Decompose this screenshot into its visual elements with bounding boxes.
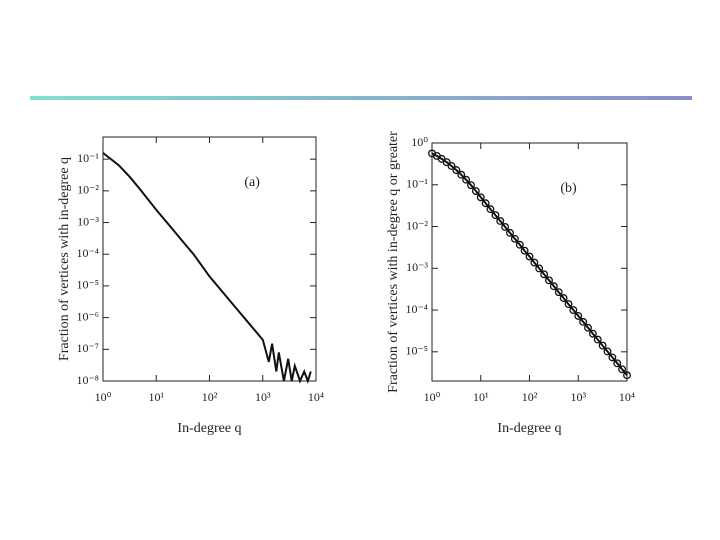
data-point: [608, 353, 617, 362]
x-tick-label: 10⁴: [619, 390, 635, 404]
data-point: [467, 181, 475, 190]
y-tick-label: 10⁻³: [77, 214, 99, 228]
data-point: [588, 329, 597, 338]
x-tick-label: 10¹: [148, 390, 164, 404]
x-tick-label: 10⁴: [308, 390, 324, 404]
data-point: [618, 365, 627, 374]
plot-frame: [102, 136, 317, 382]
x-tick-label: 10⁰: [95, 390, 112, 404]
data-point: [554, 288, 563, 297]
data-line: [431, 152, 628, 376]
y-tick-label: 10⁻⁸: [76, 373, 99, 387]
y-tick-label: 10⁻¹: [406, 177, 428, 191]
x-tick-label: 10²: [202, 390, 218, 404]
data-point: [452, 166, 461, 175]
y-axis-label: Fraction of vertices with in-degree q or…: [386, 131, 401, 393]
data-point: [623, 371, 631, 380]
y-tick-label: 10⁻⁴: [76, 246, 99, 260]
y-tick-label: 10⁻¹: [77, 151, 99, 165]
y-tick-label: 10⁻⁵: [76, 278, 99, 292]
data-point: [579, 317, 588, 326]
data-point: [545, 276, 553, 285]
x-tick-label: 10³: [570, 390, 586, 404]
data-point: [510, 234, 519, 243]
x-axis-label: In-degree q: [497, 421, 561, 436]
y-tick-label: 10⁻⁴: [405, 302, 428, 316]
data-line: [102, 152, 312, 385]
data-point: [442, 158, 451, 167]
data-point: [457, 170, 466, 179]
data-point: [481, 199, 490, 208]
x-tick-label: 10³: [255, 390, 271, 404]
y-tick-label: 10⁻⁷: [76, 341, 99, 355]
data-point: [613, 359, 622, 368]
data-point: [501, 222, 510, 231]
data-point: [525, 252, 534, 261]
data-point: [520, 246, 529, 255]
data-point: [506, 228, 514, 237]
x-axis-label: In-degree q: [177, 421, 241, 436]
panel-label: (b): [560, 181, 577, 196]
data-point: [496, 216, 505, 225]
data-point: [471, 187, 480, 195]
data-point: [598, 341, 607, 350]
y-tick-label: 10⁻⁶: [76, 309, 99, 323]
data-point: [559, 294, 568, 303]
data-point: [530, 258, 539, 267]
x-tick-label: 10²: [522, 390, 538, 404]
x-tick-label: 10¹: [473, 390, 489, 404]
data-point: [447, 162, 456, 170]
header-rule: [30, 96, 692, 100]
y-tick-label: 10⁻⁵: [405, 344, 428, 358]
data-point: [593, 335, 602, 344]
data-point: [515, 240, 524, 249]
data-point: [564, 300, 573, 309]
data-point: [486, 205, 495, 214]
y-tick-label: 10⁻³: [406, 260, 428, 274]
y-tick-label: 10⁻²: [77, 183, 99, 197]
y-tick-label: 10⁰: [411, 135, 428, 149]
plot-frame: [431, 142, 628, 382]
y-axis-label: Fraction of vertices with in-degree q: [57, 157, 72, 361]
data-point: [569, 306, 578, 314]
data-point: [549, 282, 558, 291]
data-point: [462, 175, 471, 184]
data-point: [491, 211, 500, 220]
data-point: [574, 311, 583, 320]
data-point: [535, 264, 544, 273]
data-point: [603, 347, 612, 356]
data-point: [584, 323, 592, 332]
y-tick-label: 10⁻²: [406, 218, 428, 232]
panel-label: (a): [244, 175, 260, 190]
x-tick-label: 10⁰: [424, 390, 441, 404]
data-point: [476, 193, 485, 202]
data-point: [540, 270, 549, 279]
